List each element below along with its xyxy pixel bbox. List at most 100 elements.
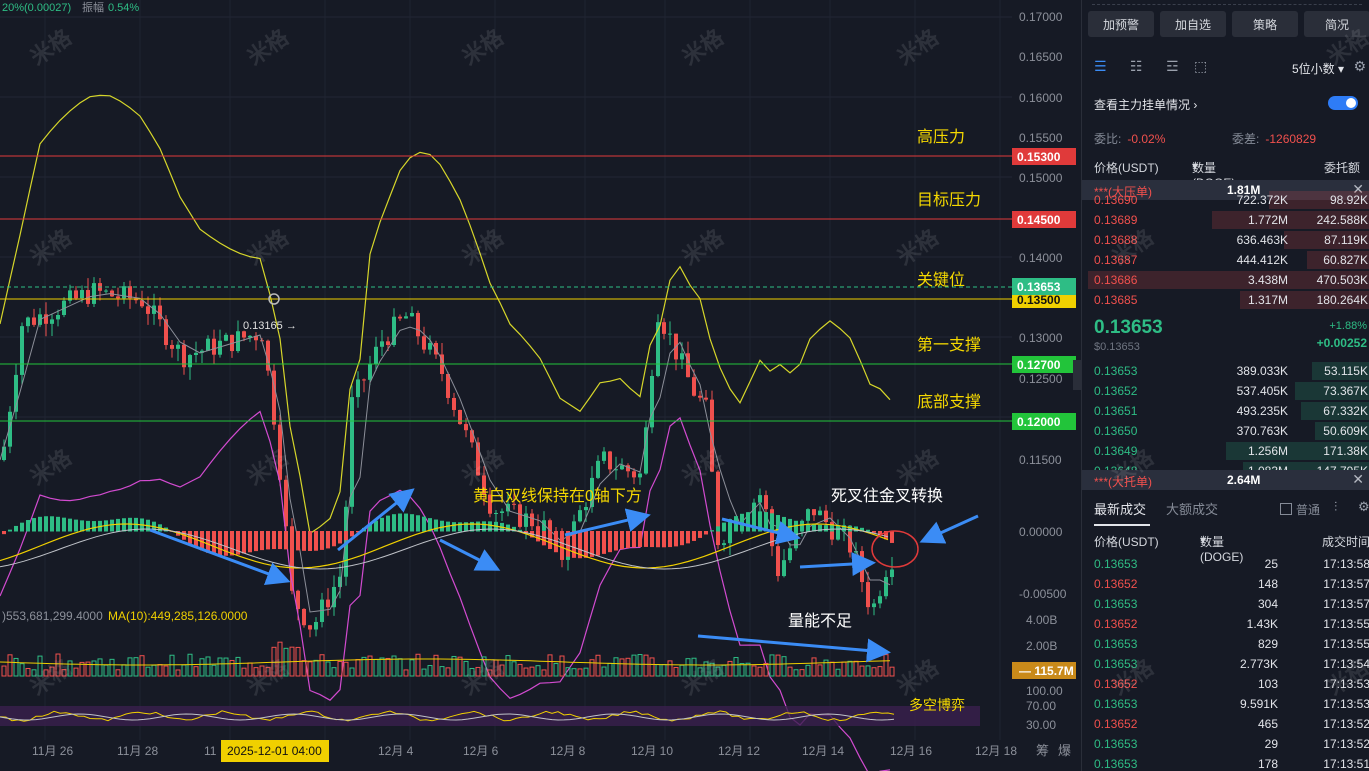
asks-only-icon[interactable]: ☲ [1166,58,1179,74]
candle-body [710,399,714,472]
candle-body [398,316,402,319]
panel-divider [1092,4,1362,5]
macd-bar [392,514,396,532]
close-icon[interactable]: ✕ [1352,471,1364,487]
tab-latest-trades[interactable]: 最新成交 [1094,499,1151,526]
main-orders-toggle[interactable] [1328,96,1358,110]
ask-depth-bar [1306,251,1369,269]
candle-body [692,377,696,396]
volume-bar [385,657,391,677]
ask-amount: 242.588K [1316,213,1368,227]
normal-checkbox[interactable]: 普通 [1280,501,1320,518]
volume-bar [313,659,319,677]
orderbook-view-icons: ☰ ☷ ☲ ⬚ 5位小数 ▾ ⚙ [1094,58,1369,78]
volume-bar [625,657,631,677]
macd-bar [62,517,66,532]
rsi-line [0,710,895,722]
trade-qty: 103 [1257,677,1278,691]
add-watchlist-button[interactable]: 加自选 [1160,11,1226,37]
trade-row: 0.13653 829 17:13:55 [1094,637,1369,657]
expand-icon[interactable]: ⬚ [1194,58,1208,74]
volume-ma: MA(10):449,285,126.0000 [108,609,248,623]
price-axis-label: 0.13000 [1019,331,1063,345]
ask-row[interactable]: 0.13690 722.372K 98.92K [1082,190,1369,210]
decimal-select-value: 5位小数 [1291,62,1335,76]
gear-icon[interactable]: ⚙ [1353,58,1366,74]
macd-bar [764,512,768,532]
candle-body [548,520,552,535]
close-icon[interactable]: ✕ [1352,181,1364,197]
candle-body [626,465,630,472]
macd-bar [644,531,648,547]
both-sides-icon[interactable]: ☰ [1094,58,1107,74]
macd-bar [56,516,60,532]
bid-depth-bar [1315,422,1369,440]
volume-bar [553,663,559,677]
annotation-arrow [919,514,979,544]
volume-bar [745,662,751,677]
bid-row[interactable]: 0.13650 370.763K 50.609K [1082,421,1369,441]
bid-diff-label: 委差: [1232,132,1260,146]
candle-body [452,397,456,410]
macd-bar [680,531,684,546]
settings-icon[interactable]: ⚙ [1358,499,1369,514]
macd-bar [254,531,258,552]
volume-bar [733,657,739,677]
macd-bar [536,531,540,542]
volume-bar [19,663,25,677]
volume-bar [307,661,313,677]
macd-bar [650,531,654,548]
ask-row[interactable]: 0.13688 636.463K 87.119K [1082,230,1369,250]
ask-row[interactable]: 0.13685 1.317M 180.264K [1082,290,1369,310]
chevron-right-icon[interactable]: › [1193,98,1198,112]
macd-bar [230,531,234,556]
filter-icon[interactable]: ⫶ [1334,499,1338,514]
candle-body [488,494,492,514]
bid-diff: 委差: -1260829 [1232,130,1316,147]
macd-note: 黄白双线保持在0轴下方 [473,487,642,505]
bid-ratio-value: -0.02% [1127,132,1166,146]
annotation-arrow [149,528,291,586]
ask-row[interactable]: 0.13689 1.772M 242.588K [1082,210,1369,230]
candle-body [584,507,588,511]
candle-body [296,590,300,609]
candle-body [314,621,318,630]
bid-row[interactable]: 0.13651 493.235K 67.332K [1082,401,1369,421]
decimal-select[interactable]: 5位小数 ▾ [1292,60,1344,77]
bid-row[interactable]: 0.13652 537.405K 73.367K [1082,381,1369,401]
macd-bar [848,525,852,532]
volume-bar [181,664,187,677]
trade-row: 0.13652 148 17:13:57 [1094,577,1369,597]
volume-bar [199,658,205,677]
macd-bar [656,531,660,548]
overview-button[interactable]: 简况 [1304,11,1369,37]
volume-bar [265,666,271,677]
candle-body [476,442,480,476]
ob-qty-header[interactable]: 数量 (DOGE) ▾ [1192,159,1235,190]
candle-body [464,424,468,431]
tab-large-trades[interactable]: 大额成交 [1166,502,1219,517]
trade-row: 0.13653 9.591K 17:13:53 [1094,697,1369,717]
bid-diff-value: -1260829 [1265,132,1317,146]
kline-chart[interactable]: 高压力 0.15300 目标压力 0.14500 关键位 0.13500 第一支撑 0.127… [0,0,1081,771]
strategy-button[interactable]: 策略 [1232,11,1298,37]
macd-bar [248,531,252,553]
big-bid-label: ***(大托单) [1094,475,1153,489]
trade-row: 0.13652 103 17:13:53 [1094,677,1369,697]
bid-amount: 171.38K [1323,444,1368,458]
candle-body [608,451,612,470]
trade-qty-header[interactable]: 数量(DOGE) ▾ [1200,533,1244,564]
main-orders-row: 查看主力挂单情况 › [1094,96,1358,113]
last-price-usd: $0.13653 [1094,341,1140,353]
macd-bar [704,531,708,535]
candle-body [632,471,636,478]
ask-row[interactable]: 0.13686 3.438M 470.503K [1082,270,1369,290]
add-alert-button[interactable]: 加预警 [1088,11,1154,37]
bid-row[interactable]: 0.13649 1.256M 171.38K [1082,441,1369,461]
candle-body [32,317,36,325]
ask-row[interactable]: 0.13687 444.412K 60.827K [1082,250,1369,270]
bid-row[interactable]: 0.13653 389.033K 53.115K [1082,361,1369,381]
volume-bar [223,657,229,677]
bids-only-icon[interactable]: ☷ [1130,58,1143,74]
candle-body [524,513,528,527]
